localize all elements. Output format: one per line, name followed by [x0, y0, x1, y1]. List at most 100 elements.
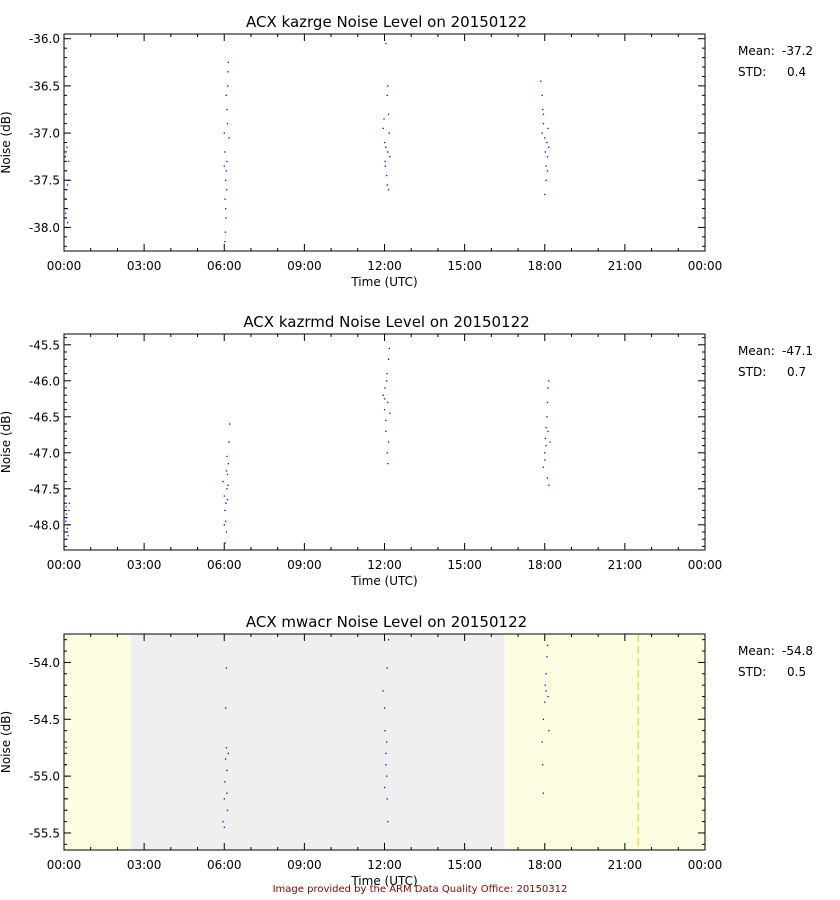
data-point [545, 690, 547, 692]
data-point [387, 113, 390, 115]
data-point [545, 673, 547, 675]
data-point [383, 398, 386, 400]
data-point [546, 644, 549, 647]
data-point [226, 160, 228, 163]
data-point [223, 524, 225, 526]
data-point [224, 179, 227, 181]
y-axis-label: Noise (dB) [0, 711, 13, 773]
data-point [387, 189, 390, 191]
data-point [224, 542, 226, 544]
data-point [65, 212, 67, 214]
data-point [544, 684, 546, 686]
data-point [226, 809, 229, 811]
data-point [546, 416, 548, 418]
data-point [385, 146, 387, 148]
data-point [544, 437, 546, 440]
data-point [383, 409, 386, 411]
x-tick-label: 12:00 [367, 858, 402, 872]
x-tick-label: 09:00 [287, 259, 322, 273]
std-value: 0.7 [787, 365, 806, 379]
data-point [226, 488, 228, 490]
data-point [224, 240, 226, 243]
chart-panel-1: 00:00 03:00 06:00 09:00 12:00 15:00 18:00 21:00… [0, 13, 813, 289]
x-tick-label: 00:00 [47, 259, 82, 273]
data-point [383, 118, 385, 120]
data-point [386, 94, 388, 97]
data-point [384, 160, 386, 163]
x-tick-label: 18:00 [527, 858, 562, 872]
data-point [544, 137, 546, 139]
x-tick-label: 00:00 [688, 558, 723, 572]
data-point [222, 481, 224, 483]
data-point [547, 127, 549, 130]
y-tick-label: -37.0 [29, 127, 60, 141]
data-point [383, 786, 386, 789]
x-tick-label: 18:00 [527, 558, 562, 572]
y-tick-label: -48.0 [29, 518, 60, 532]
data-point [224, 520, 227, 522]
data-point [547, 430, 549, 432]
data-point [387, 639, 390, 641]
data-point [224, 707, 227, 709]
data-point [548, 730, 550, 732]
data-point [384, 387, 386, 389]
data-point [67, 535, 69, 537]
data-point [386, 452, 388, 454]
quality-band-2 [130, 634, 505, 850]
data-point [544, 459, 546, 461]
data-point [386, 775, 388, 777]
y-tick-label: -54.5 [29, 713, 60, 727]
data-point [225, 217, 227, 219]
x-tick-label: 12:00 [367, 558, 402, 572]
data-point [225, 94, 227, 97]
std-value: 0.4 [787, 65, 806, 79]
data-point [228, 137, 230, 139]
data-point [384, 730, 386, 732]
data-point [68, 502, 71, 504]
data-point [68, 160, 70, 163]
data-point [389, 412, 391, 414]
data-point [387, 151, 389, 153]
chart-title: ACX kazrmd Noise Level on 20150122 [243, 313, 529, 331]
data-point [224, 781, 226, 783]
y-tick-label: -36.0 [29, 32, 60, 46]
data-point [546, 156, 549, 158]
data-point [545, 427, 547, 429]
y-tick-label: -55.5 [29, 826, 60, 840]
data-point [541, 94, 543, 97]
mean-value: -47.1 [782, 344, 813, 358]
data-point [548, 146, 550, 148]
data-point [387, 463, 389, 465]
std-label: STD: [738, 65, 766, 79]
data-point [228, 441, 230, 443]
data-point [223, 798, 225, 800]
data-point [224, 758, 227, 760]
data-point [226, 499, 229, 501]
data-point [225, 667, 228, 669]
y-tick-label: -37.5 [29, 174, 60, 188]
data-point [225, 531, 228, 533]
data-point [66, 527, 68, 530]
data-point [226, 792, 228, 794]
x-tick-label: 00:00 [47, 858, 82, 872]
data-point [227, 752, 229, 755]
data-point [65, 513, 68, 515]
data-point [542, 718, 545, 720]
std-label: STD: [738, 665, 766, 679]
data-point [545, 165, 547, 167]
data-point [66, 207, 68, 210]
data-point [544, 193, 546, 196]
data-point [227, 61, 229, 64]
data-point [388, 347, 391, 350]
data-point [65, 747, 67, 749]
data-point [546, 477, 549, 479]
data-point [541, 741, 543, 743]
data-point [222, 820, 224, 823]
mean-label: Mean: [738, 344, 775, 358]
data-point [226, 455, 228, 458]
data-point [387, 441, 390, 443]
x-tick-label: 00:00 [688, 858, 723, 872]
data-point [224, 151, 226, 153]
footer-credit: Image provided by the ARM Data Quality O… [272, 884, 568, 895]
